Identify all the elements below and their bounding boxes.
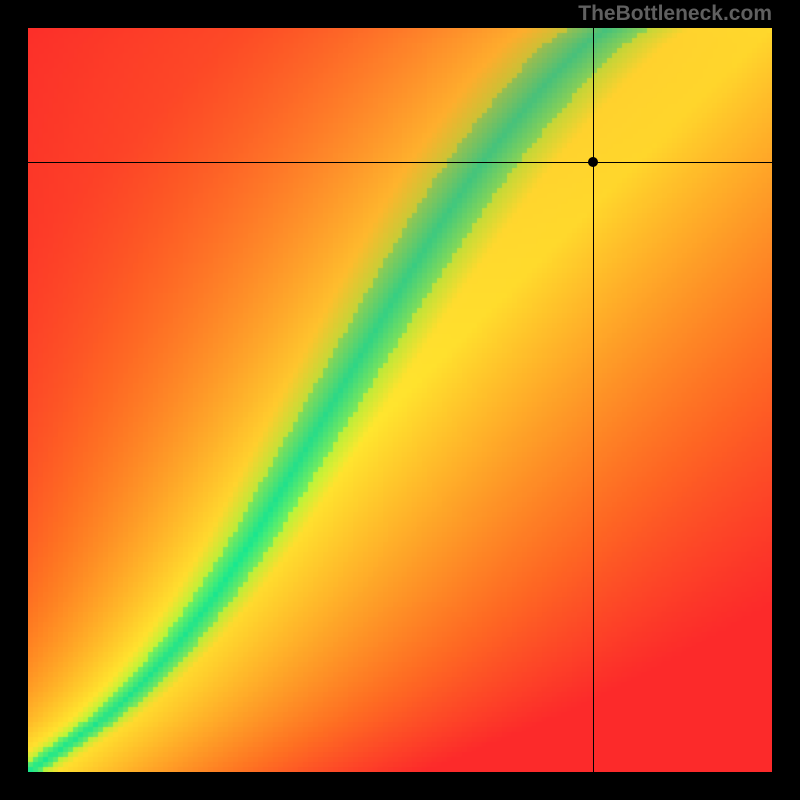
chart-container: TheBottleneck.com [0, 0, 800, 800]
marker-dot [588, 157, 598, 167]
crosshair-horizontal [28, 162, 772, 163]
plot-area [28, 28, 772, 772]
crosshair-vertical [593, 28, 594, 772]
heatmap-canvas [28, 28, 772, 772]
watermark-text: TheBottleneck.com [578, 2, 772, 26]
